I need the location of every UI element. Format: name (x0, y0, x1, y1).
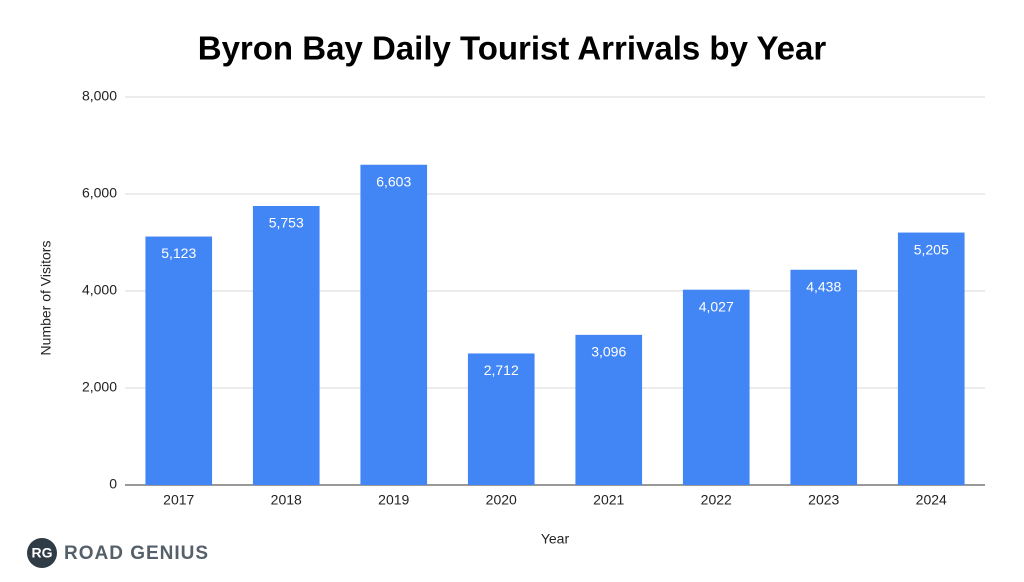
bar (145, 236, 213, 485)
x-tick-label: 2024 (916, 492, 947, 508)
y-tick-label: 2,000 (82, 379, 117, 395)
logo-badge-text: RG (32, 545, 53, 561)
bar (682, 289, 750, 485)
logo-badge (27, 538, 57, 568)
value-label: 4,027 (699, 298, 734, 314)
y-tick-label: 0 (109, 476, 117, 492)
value-label: 3,096 (591, 344, 626, 360)
bar (790, 269, 858, 485)
logo-text: ROAD GENIUS (64, 543, 209, 564)
value-label: 2,712 (484, 362, 519, 378)
x-tick-label: 2018 (271, 492, 302, 508)
y-tick-label: 4,000 (82, 282, 117, 298)
x-tick-label: 2023 (808, 492, 839, 508)
value-label: 5,753 (269, 215, 304, 231)
bar (575, 334, 643, 485)
bar (360, 164, 428, 485)
x-tick-label: 2019 (378, 492, 409, 508)
chart-title: Byron Bay Daily Tourist Arrivals by Year (198, 30, 827, 67)
bar (252, 205, 320, 486)
bar (897, 232, 965, 485)
y-tick-label: 8,000 (82, 88, 117, 104)
x-tick-label: 2022 (701, 492, 732, 508)
y-tick-label: 6,000 (82, 185, 117, 201)
value-label: 5,205 (914, 241, 949, 257)
x-tick-label: 2021 (593, 492, 624, 508)
y-axis-label: Number of Visitors (38, 241, 54, 356)
value-label: 5,123 (161, 245, 196, 261)
x-axis-label: Year (541, 531, 570, 547)
value-label: 6,603 (376, 173, 411, 189)
x-tick-label: 2020 (486, 492, 517, 508)
x-tick-label: 2017 (163, 492, 194, 508)
value-label: 4,438 (806, 278, 841, 294)
bar (467, 353, 535, 485)
